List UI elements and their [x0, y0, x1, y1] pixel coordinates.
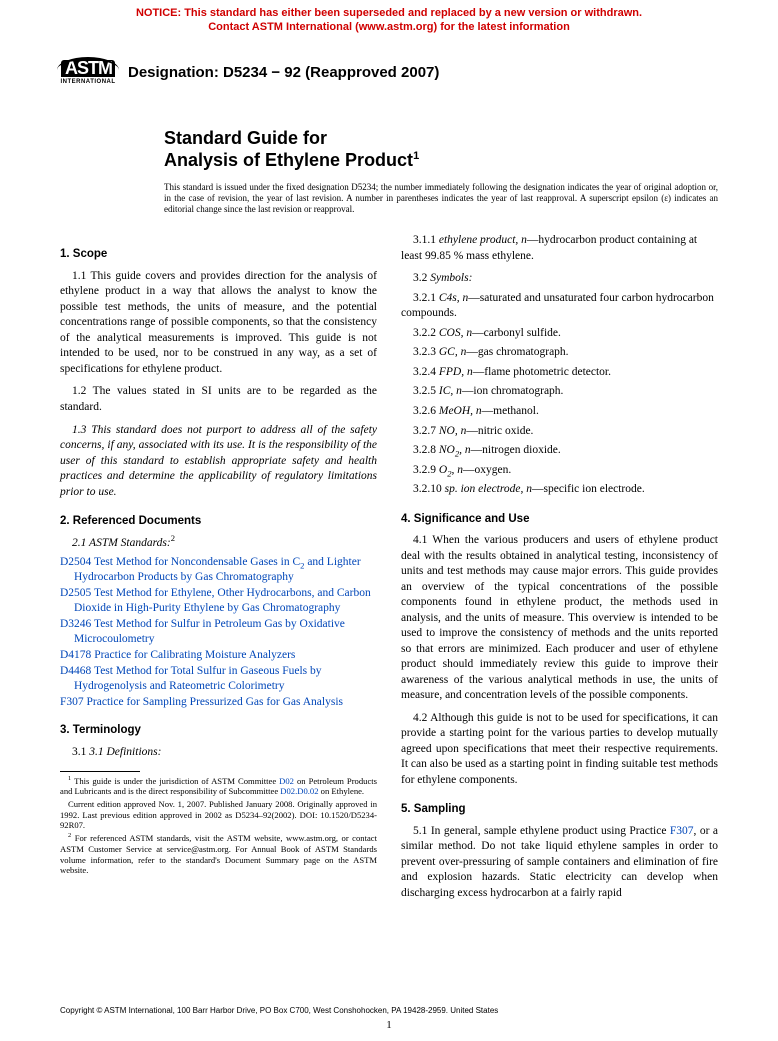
para-1-1: 1.1 This guide covers and provides direc… — [60, 269, 377, 378]
ref-link[interactable]: Test Method for Ethylene, Other Hydrocar… — [74, 587, 371, 614]
symbol-item: 3.2.10 sp. ion electrode, n—specific ion… — [401, 482, 718, 498]
title-line2: Analysis of Ethylene Product — [164, 150, 413, 170]
sig-heading: 4. Significance and Use — [401, 512, 718, 528]
symbol-item: 3.2.7 NO, n—nitric oxide. — [401, 424, 718, 440]
refs-heading: 2. Referenced Documents — [60, 514, 377, 530]
ref-link[interactable]: Practice for Sampling Pressurized Gas fo… — [87, 696, 343, 708]
symbol-item: 3.2.5 IC, n—ion chromatograph. — [401, 384, 718, 400]
content-columns: 1. Scope 1.1 This guide covers and provi… — [0, 233, 778, 908]
para-5-1: 5.1 In general, sample ethylene product … — [401, 824, 718, 902]
link-f307[interactable]: F307 — [670, 825, 694, 837]
ref-link[interactable]: Test Method for Noncondensable Gases in … — [74, 556, 361, 583]
ref-code[interactable]: D4178 — [60, 649, 91, 661]
notice-line2: Contact ASTM International (www.astm.org… — [208, 21, 570, 33]
reference-item: D2505 Test Method for Ethylene, Other Hy… — [74, 586, 377, 616]
para-4-1: 4.1 When the various producers and users… — [401, 533, 718, 704]
term-heading: 3. Terminology — [60, 723, 377, 739]
ref-code[interactable]: D2505 — [60, 587, 91, 599]
right-column: 3.1.1 ethylene product, n—hydrocarbon pr… — [401, 233, 718, 908]
footnote-1b: Current edition approved Nov. 1, 2007. P… — [60, 799, 377, 831]
ref-code[interactable]: D2504 — [60, 556, 91, 568]
symbols-head: 3.2 Symbols: — [401, 271, 718, 287]
samp-heading: 5. Sampling — [401, 802, 718, 818]
refs-sup: 2 — [171, 533, 175, 543]
reference-item: D2504 Test Method for Noncondensable Gas… — [74, 555, 377, 585]
symbol-item: 3.2.4 FPD, n—flame photometric detector. — [401, 365, 718, 381]
title: Standard Guide for Analysis of Ethylene … — [164, 127, 778, 172]
para-1-2: 1.2 The values stated in SI units are to… — [60, 384, 377, 415]
footnote-divider — [60, 771, 140, 772]
symbol-item: 3.2.2 COS, n—carbonyl sulfide. — [401, 326, 718, 342]
symbol-item: 3.2.9 O2, n—oxygen. — [401, 463, 718, 479]
reference-item: F307 Practice for Sampling Pressurized G… — [74, 695, 377, 710]
ref-link[interactable]: Practice for Calibrating Moisture Analyz… — [94, 649, 295, 661]
refs-sub: 2.1 ASTM Standards:2 — [60, 536, 377, 552]
copyright-footer: Copyright © ASTM International, 100 Barr… — [60, 1006, 718, 1015]
designation: Designation: D5234 − 92 (Reapproved 2007… — [128, 64, 439, 81]
logo-text: ASTM — [61, 60, 115, 78]
left-column: 1. Scope 1.1 This guide covers and provi… — [60, 233, 377, 908]
page-number: 1 — [0, 1019, 778, 1031]
reference-item: D4468 Test Method for Total Sulfur in Ga… — [74, 664, 377, 694]
footnote-1: 1 This guide is under the jurisdiction o… — [60, 776, 377, 797]
astm-logo: ASTM INTERNATIONAL — [58, 45, 118, 101]
refs-sub-text: 2.1 ASTM Standards: — [72, 537, 171, 549]
footnote-2: 2 For referenced ASTM standards, visit t… — [60, 833, 377, 876]
symbol-item: 3.2.3 GC, n—gas chromatograph. — [401, 345, 718, 361]
fn-link-d02d002[interactable]: D02.D0.02 — [280, 786, 318, 796]
fn-link-d02[interactable]: D02 — [279, 776, 294, 786]
ref-code[interactable]: F307 — [60, 696, 84, 708]
ref-code[interactable]: D3246 — [60, 618, 91, 630]
reference-item: D4178 Practice for Calibrating Moisture … — [74, 648, 377, 663]
notice-banner: NOTICE: This standard has either been su… — [0, 0, 778, 37]
title-block: Standard Guide for Analysis of Ethylene … — [164, 127, 778, 172]
title-sup: 1 — [413, 150, 419, 162]
symbol-item: 3.2.6 MeOH, n—methanol. — [401, 404, 718, 420]
para-1-3: 1.3 This standard does not purport to ad… — [60, 423, 377, 501]
reference-item: D3246 Test Method for Sulfur in Petroleu… — [74, 617, 377, 647]
para-3-1-1: 3.1.1 ethylene product, n—hydrocarbon pr… — [401, 233, 718, 264]
notice-line1: NOTICE: This standard has either been su… — [136, 7, 642, 19]
logo-subtitle: INTERNATIONAL — [60, 79, 115, 85]
issue-note: This standard is issued under the fixed … — [164, 182, 718, 216]
ref-code[interactable]: D4468 — [60, 665, 91, 677]
title-line1: Standard Guide for — [164, 128, 327, 148]
header: ASTM INTERNATIONAL Designation: D5234 − … — [0, 37, 778, 101]
ref-link[interactable]: Test Method for Total Sulfur in Gaseous … — [74, 665, 322, 692]
ref-link[interactable]: Test Method for Sulfur in Petroleum Gas … — [74, 618, 345, 645]
symbol-item: 3.2.1 C4s, n—saturated and unsaturated f… — [401, 291, 718, 322]
term-sub: 3.1 3.1 Definitions: — [60, 745, 377, 761]
scope-heading: 1. Scope — [60, 247, 377, 263]
symbol-item: 3.2.8 NO2, n—nitrogen dioxide. — [401, 443, 718, 459]
para-4-2: 4.2 Although this guide is not to be use… — [401, 711, 718, 789]
